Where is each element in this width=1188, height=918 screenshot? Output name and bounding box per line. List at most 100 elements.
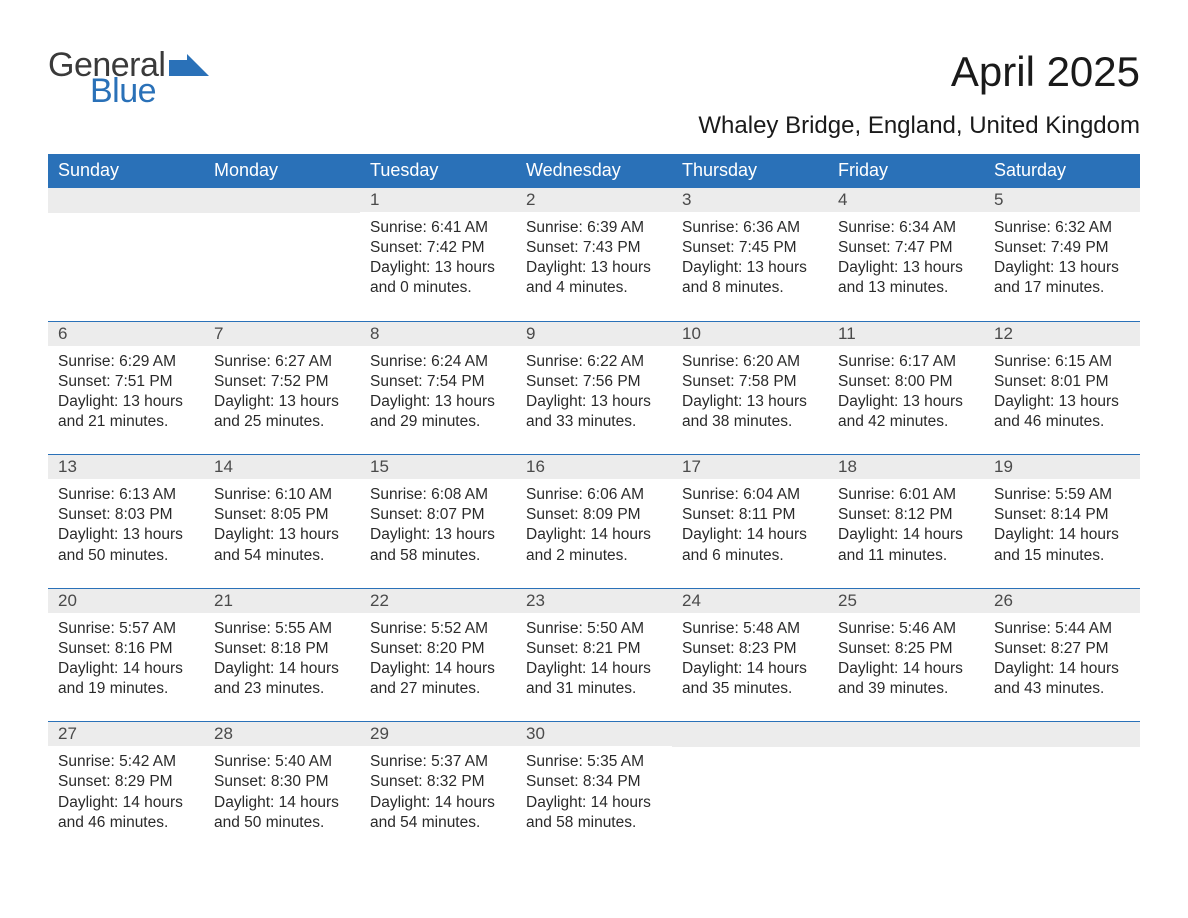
day-line: Sunset: 8:01 PM bbox=[994, 372, 1130, 392]
day-details: Sunrise: 6:32 AMSunset: 7:49 PMDaylight:… bbox=[984, 212, 1140, 321]
day-number: 20 bbox=[48, 589, 204, 613]
day-number: 30 bbox=[516, 722, 672, 746]
day-cell: 23Sunrise: 5:50 AMSunset: 8:21 PMDayligh… bbox=[516, 588, 672, 722]
day-line: and 42 minutes. bbox=[838, 412, 974, 432]
day-cell bbox=[984, 722, 1140, 855]
day-line: Sunset: 7:54 PM bbox=[370, 372, 506, 392]
day-line: Sunrise: 6:34 AM bbox=[838, 218, 974, 238]
day-line: and 8 minutes. bbox=[682, 278, 818, 298]
day-line: Daylight: 14 hours bbox=[58, 659, 194, 679]
day-details-empty bbox=[672, 747, 828, 827]
day-line: and 25 minutes. bbox=[214, 412, 350, 432]
day-line: Sunrise: 5:46 AM bbox=[838, 619, 974, 639]
day-line: Sunrise: 5:48 AM bbox=[682, 619, 818, 639]
day-line: Sunset: 8:09 PM bbox=[526, 505, 662, 525]
day-line: Sunset: 8:21 PM bbox=[526, 639, 662, 659]
day-cell: 1Sunrise: 6:41 AMSunset: 7:42 PMDaylight… bbox=[360, 188, 516, 322]
day-line: Sunrise: 6:04 AM bbox=[682, 485, 818, 505]
day-cell: 10Sunrise: 6:20 AMSunset: 7:58 PMDayligh… bbox=[672, 321, 828, 455]
day-number: 11 bbox=[828, 322, 984, 346]
day-line: Sunset: 8:14 PM bbox=[994, 505, 1130, 525]
day-details: Sunrise: 6:24 AMSunset: 7:54 PMDaylight:… bbox=[360, 346, 516, 455]
day-cell: 3Sunrise: 6:36 AMSunset: 7:45 PMDaylight… bbox=[672, 188, 828, 322]
day-line: Sunrise: 6:17 AM bbox=[838, 352, 974, 372]
day-details: Sunrise: 6:15 AMSunset: 8:01 PMDaylight:… bbox=[984, 346, 1140, 455]
day-line: Sunrise: 6:41 AM bbox=[370, 218, 506, 238]
day-line: Sunrise: 5:35 AM bbox=[526, 752, 662, 772]
calendar-table: Sunday Monday Tuesday Wednesday Thursday… bbox=[48, 154, 1140, 855]
day-line: Sunrise: 6:15 AM bbox=[994, 352, 1130, 372]
day-details: Sunrise: 6:36 AMSunset: 7:45 PMDaylight:… bbox=[672, 212, 828, 321]
day-number: 25 bbox=[828, 589, 984, 613]
day-cell: 9Sunrise: 6:22 AMSunset: 7:56 PMDaylight… bbox=[516, 321, 672, 455]
day-line: Sunset: 8:12 PM bbox=[838, 505, 974, 525]
day-line: Sunset: 8:00 PM bbox=[838, 372, 974, 392]
day-number: 27 bbox=[48, 722, 204, 746]
day-line: and 6 minutes. bbox=[682, 546, 818, 566]
day-line: Daylight: 14 hours bbox=[214, 793, 350, 813]
day-cell: 25Sunrise: 5:46 AMSunset: 8:25 PMDayligh… bbox=[828, 588, 984, 722]
day-line: and 4 minutes. bbox=[526, 278, 662, 298]
day-details: Sunrise: 5:37 AMSunset: 8:32 PMDaylight:… bbox=[360, 746, 516, 855]
day-line: Sunset: 8:16 PM bbox=[58, 639, 194, 659]
day-line: Sunset: 7:58 PM bbox=[682, 372, 818, 392]
day-details: Sunrise: 6:22 AMSunset: 7:56 PMDaylight:… bbox=[516, 346, 672, 455]
day-line: Sunrise: 6:06 AM bbox=[526, 485, 662, 505]
day-number: 9 bbox=[516, 322, 672, 346]
week-row: 1Sunrise: 6:41 AMSunset: 7:42 PMDaylight… bbox=[48, 188, 1140, 322]
day-line: Sunrise: 5:40 AM bbox=[214, 752, 350, 772]
day-line: Sunrise: 5:50 AM bbox=[526, 619, 662, 639]
day-line: Daylight: 14 hours bbox=[526, 525, 662, 545]
day-details-empty bbox=[48, 213, 204, 293]
day-number: 21 bbox=[204, 589, 360, 613]
day-line: and 31 minutes. bbox=[526, 679, 662, 699]
day-line: and 19 minutes. bbox=[58, 679, 194, 699]
day-details: Sunrise: 5:40 AMSunset: 8:30 PMDaylight:… bbox=[204, 746, 360, 855]
day-line: Sunset: 7:49 PM bbox=[994, 238, 1130, 258]
day-line: Sunset: 8:11 PM bbox=[682, 505, 818, 525]
day-details: Sunrise: 6:13 AMSunset: 8:03 PMDaylight:… bbox=[48, 479, 204, 588]
day-line: Sunset: 7:47 PM bbox=[838, 238, 974, 258]
day-line: Sunrise: 6:29 AM bbox=[58, 352, 194, 372]
day-line: Sunrise: 6:01 AM bbox=[838, 485, 974, 505]
day-line: Sunset: 8:20 PM bbox=[370, 639, 506, 659]
day-line: Daylight: 13 hours bbox=[370, 392, 506, 412]
day-details: Sunrise: 5:55 AMSunset: 8:18 PMDaylight:… bbox=[204, 613, 360, 722]
day-line: and 29 minutes. bbox=[370, 412, 506, 432]
week-row: 13Sunrise: 6:13 AMSunset: 8:03 PMDayligh… bbox=[48, 455, 1140, 589]
day-line: Sunrise: 5:52 AM bbox=[370, 619, 506, 639]
day-details: Sunrise: 6:01 AMSunset: 8:12 PMDaylight:… bbox=[828, 479, 984, 588]
logo: General Blue bbox=[48, 48, 209, 108]
day-cell: 13Sunrise: 6:13 AMSunset: 8:03 PMDayligh… bbox=[48, 455, 204, 589]
week-row: 27Sunrise: 5:42 AMSunset: 8:29 PMDayligh… bbox=[48, 722, 1140, 855]
day-line: and 46 minutes. bbox=[994, 412, 1130, 432]
day-number-empty bbox=[828, 722, 984, 747]
day-details: Sunrise: 5:50 AMSunset: 8:21 PMDaylight:… bbox=[516, 613, 672, 722]
day-cell: 18Sunrise: 6:01 AMSunset: 8:12 PMDayligh… bbox=[828, 455, 984, 589]
day-cell: 4Sunrise: 6:34 AMSunset: 7:47 PMDaylight… bbox=[828, 188, 984, 322]
day-cell: 20Sunrise: 5:57 AMSunset: 8:16 PMDayligh… bbox=[48, 588, 204, 722]
day-line: Daylight: 13 hours bbox=[994, 258, 1130, 278]
day-details-empty bbox=[984, 747, 1140, 827]
day-line: and 58 minutes. bbox=[526, 813, 662, 833]
day-cell: 16Sunrise: 6:06 AMSunset: 8:09 PMDayligh… bbox=[516, 455, 672, 589]
day-number: 8 bbox=[360, 322, 516, 346]
day-line: Daylight: 14 hours bbox=[682, 525, 818, 545]
col-tuesday: Tuesday bbox=[360, 154, 516, 188]
day-line: Sunset: 7:42 PM bbox=[370, 238, 506, 258]
day-cell: 26Sunrise: 5:44 AMSunset: 8:27 PMDayligh… bbox=[984, 588, 1140, 722]
day-details: Sunrise: 6:20 AMSunset: 7:58 PMDaylight:… bbox=[672, 346, 828, 455]
day-line: Sunset: 7:43 PM bbox=[526, 238, 662, 258]
week-row: 20Sunrise: 5:57 AMSunset: 8:16 PMDayligh… bbox=[48, 588, 1140, 722]
location-subtitle: Whaley Bridge, England, United Kingdom bbox=[48, 112, 1140, 140]
col-friday: Friday bbox=[828, 154, 984, 188]
day-cell bbox=[48, 188, 204, 322]
col-thursday: Thursday bbox=[672, 154, 828, 188]
day-details: Sunrise: 6:39 AMSunset: 7:43 PMDaylight:… bbox=[516, 212, 672, 321]
day-details: Sunrise: 6:41 AMSunset: 7:42 PMDaylight:… bbox=[360, 212, 516, 321]
day-line: Daylight: 13 hours bbox=[58, 525, 194, 545]
day-line: and 43 minutes. bbox=[994, 679, 1130, 699]
day-line: and 15 minutes. bbox=[994, 546, 1130, 566]
day-number: 5 bbox=[984, 188, 1140, 212]
day-cell: 15Sunrise: 6:08 AMSunset: 8:07 PMDayligh… bbox=[360, 455, 516, 589]
